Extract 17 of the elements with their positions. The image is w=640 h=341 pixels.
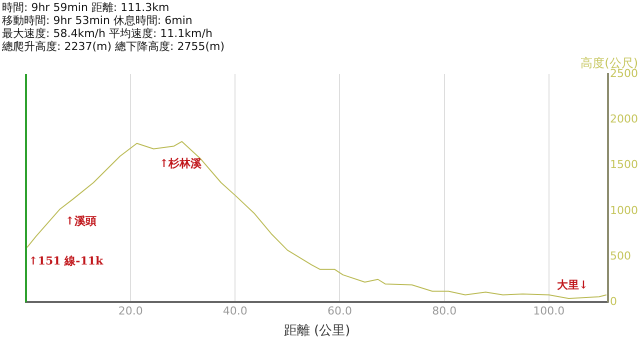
y-tick-label: 500 (610, 249, 632, 262)
annotation: ↑151 線-11k (28, 254, 104, 268)
x-tick-label: 80.0 (432, 304, 457, 318)
annotation: ↑溪頭 (65, 214, 96, 228)
annotation: 大里↓ (556, 278, 588, 292)
y-tick-label: 2000 (610, 112, 638, 126)
annotation: ↑杉林溪 (159, 156, 203, 170)
x-tick-label: 40.0 (222, 304, 248, 318)
x-axis-title: 距離 (公里) (284, 324, 350, 339)
x-tick-label: 60.0 (328, 304, 352, 318)
y-tick-label: 1000 (610, 204, 638, 217)
y-axis-title: 高度(公尺) (580, 56, 638, 70)
x-tick-label: 100.0 (533, 304, 565, 318)
x-tick-label: 20.0 (118, 304, 143, 318)
chart-subtitle: 時間: 9hr 59min 距離: 111.3km 移動時間: 9hr 53min 休息時間: 6min 最大速度: 58.4km/h 平均速度: 11.1km/h 總爬升高度: 2237(m) 總下降高度: 2755(m) (2, 1, 224, 53)
y-tick-label: 0 (610, 295, 618, 308)
y-tick-label: 1500 (610, 158, 638, 172)
